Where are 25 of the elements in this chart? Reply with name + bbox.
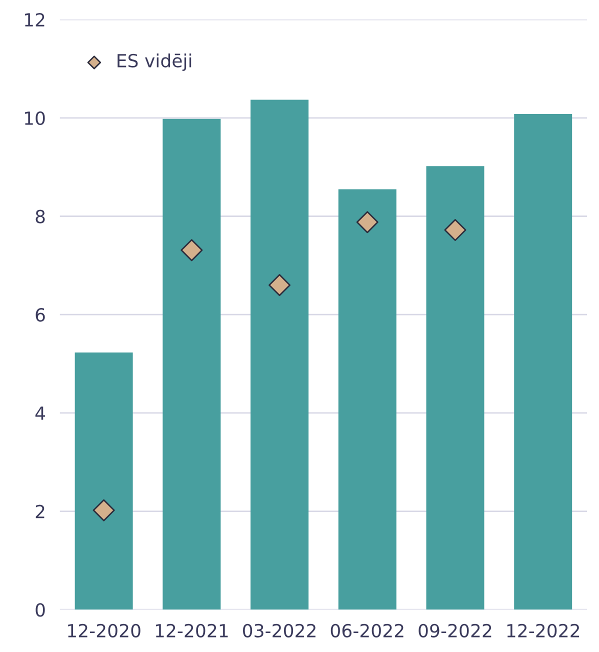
y-tick-label: 10 <box>25 111 45 126</box>
x-tick-label: 12-2020 <box>68 624 140 638</box>
y-tick-label: 6 <box>36 308 45 322</box>
point <box>180 239 203 262</box>
x-tick-label: 09-2022 <box>418 624 492 638</box>
bar <box>514 114 572 610</box>
y-tick-label: 8 <box>36 210 45 224</box>
y-tick-label: 12 <box>25 13 44 26</box>
legend-label: ES vidēji <box>118 54 192 71</box>
point <box>356 211 378 234</box>
x-tick-label: 03-2022 <box>243 624 316 638</box>
y-tick-label: 4 <box>35 406 45 420</box>
bar <box>74 352 133 610</box>
x-tick-label: 12-2021 <box>156 624 228 638</box>
y-tick-label: 2 <box>36 504 44 518</box>
point <box>92 499 115 522</box>
x-tick-label: 06-2022 <box>330 624 404 638</box>
point <box>444 219 466 242</box>
bar <box>426 166 484 610</box>
bar <box>338 189 396 610</box>
x-tick-label: 12-2022 <box>507 624 580 638</box>
point <box>268 274 291 296</box>
y-tick-label: 0 <box>36 603 45 617</box>
bar <box>250 100 309 610</box>
bar <box>162 118 221 610</box>
